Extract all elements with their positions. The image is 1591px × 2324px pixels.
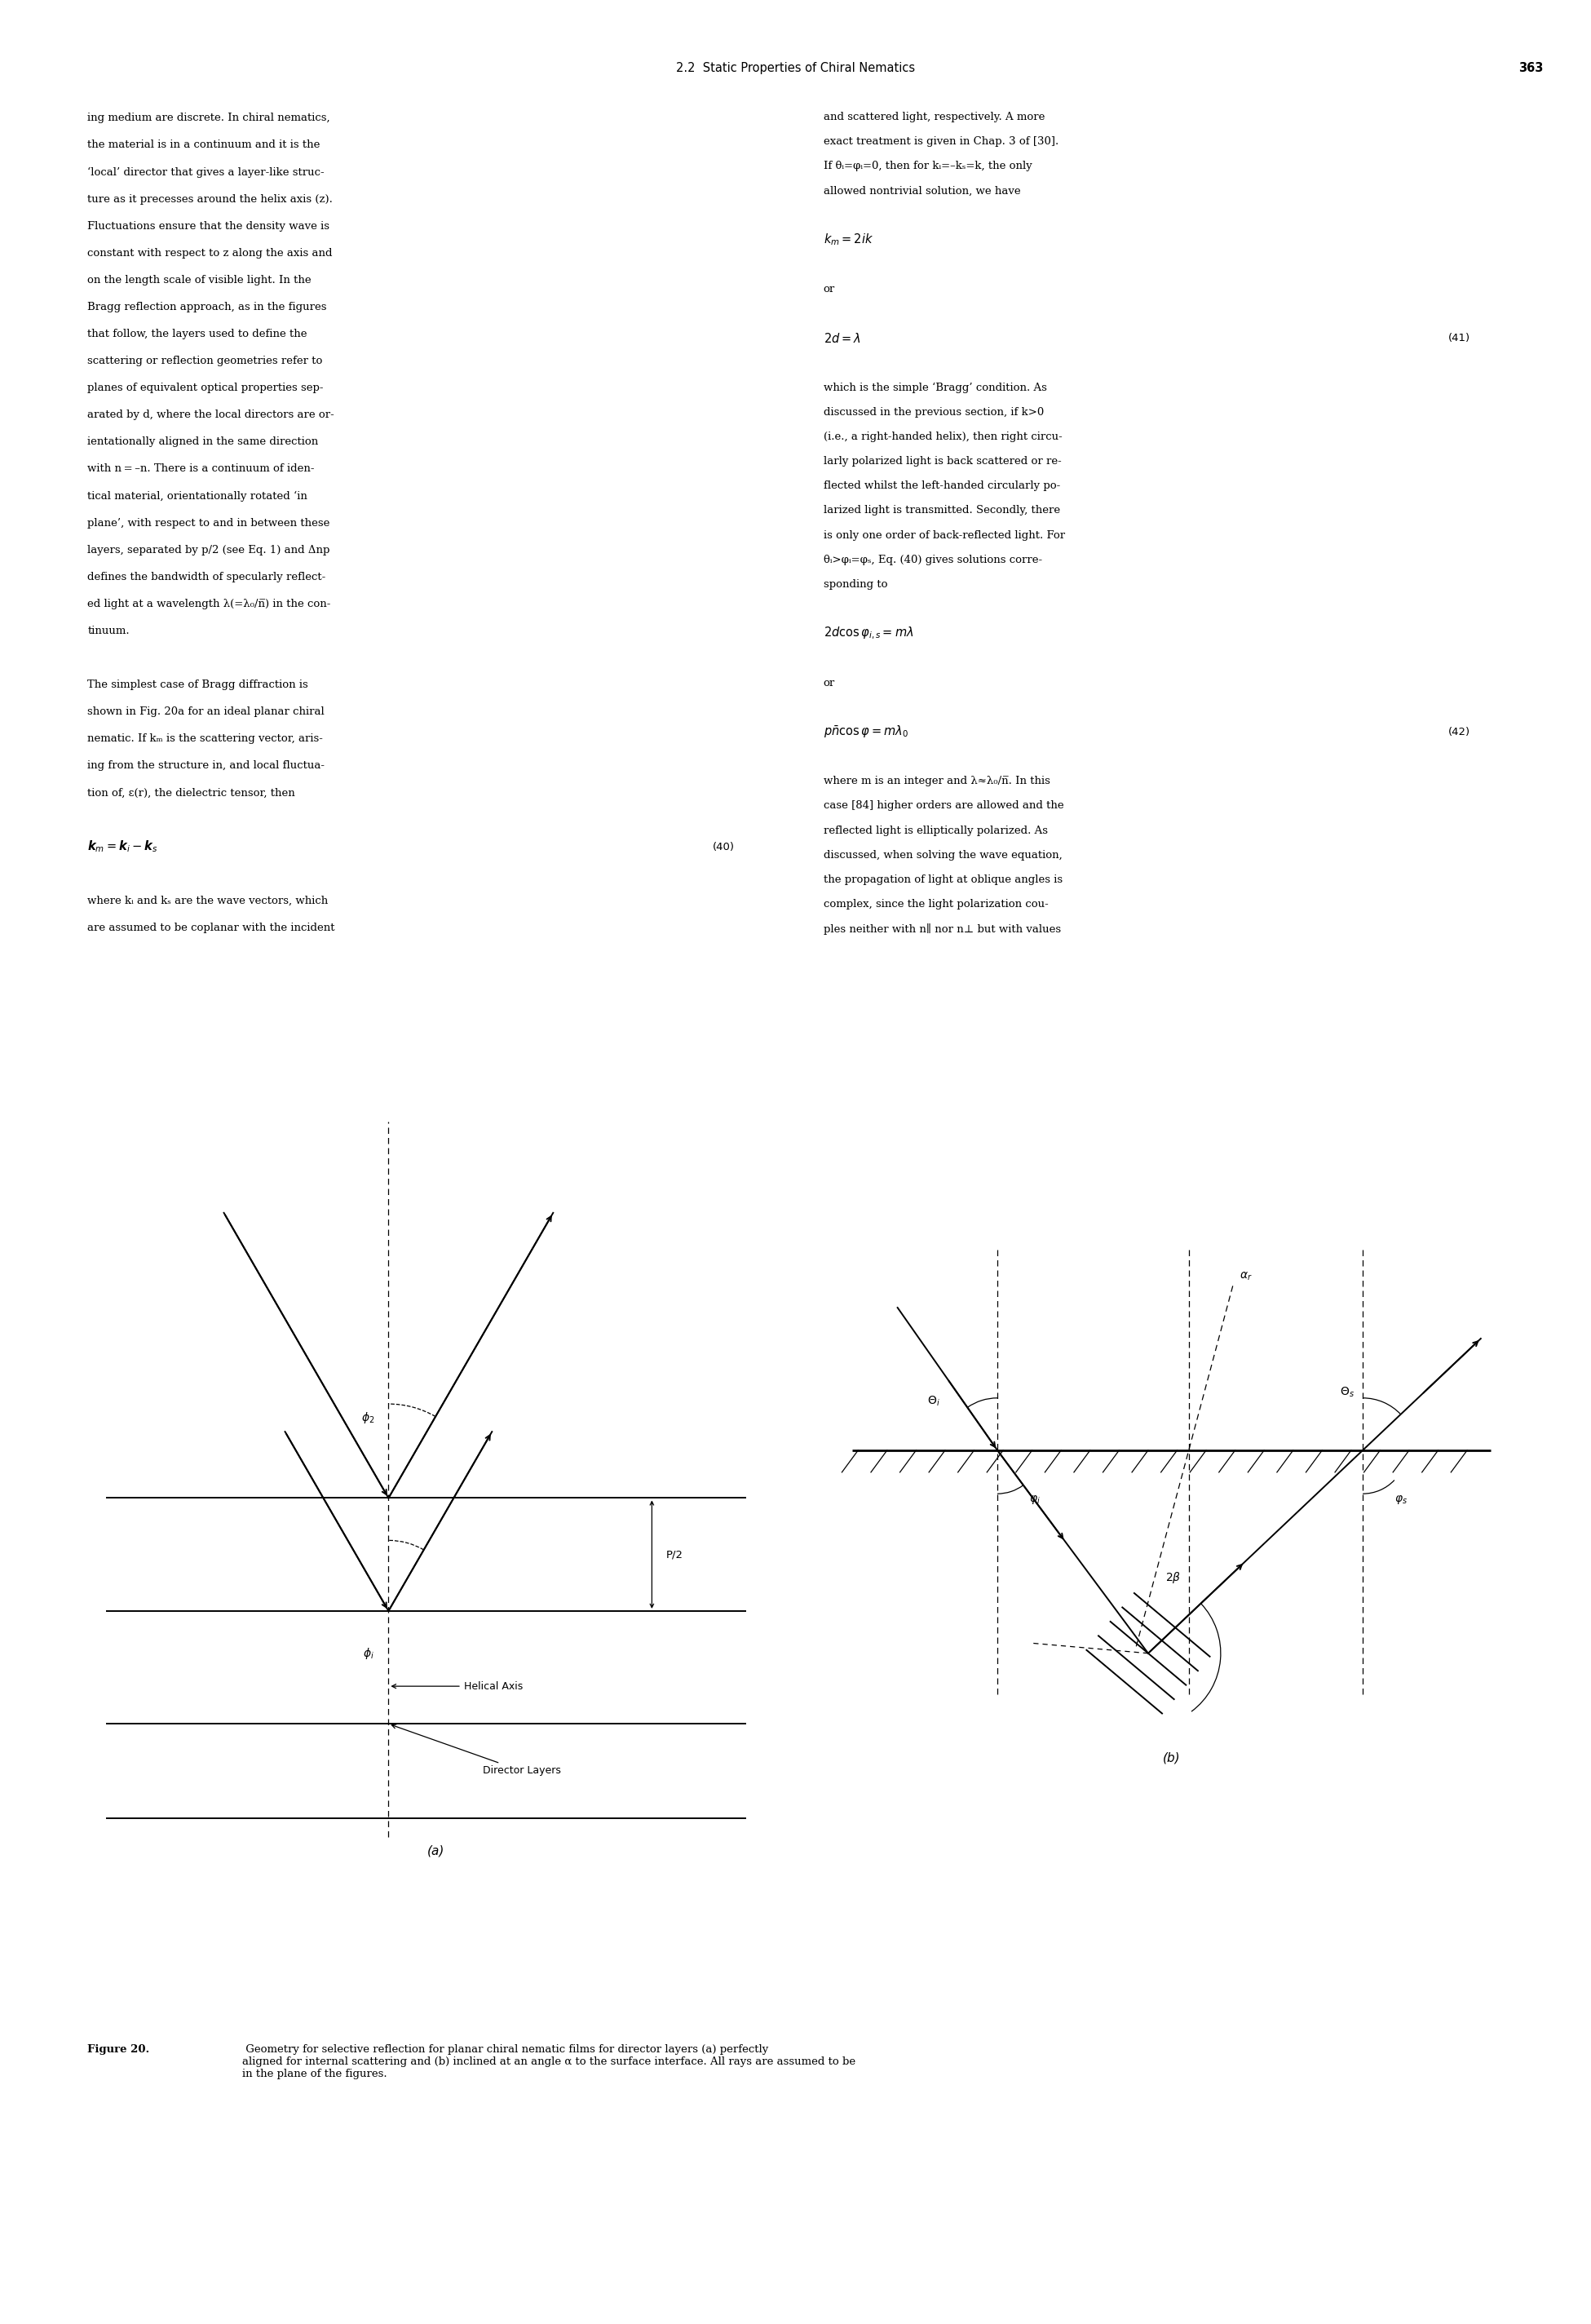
- Text: which is the simple ‘Bragg’ condition. As: which is the simple ‘Bragg’ condition. A…: [824, 381, 1047, 393]
- Text: tinuum.: tinuum.: [88, 625, 129, 637]
- Text: ples neither with n∥ nor n⊥ but with values: ples neither with n∥ nor n⊥ but with val…: [824, 923, 1061, 934]
- Text: $\varphi_i$: $\varphi_i$: [1029, 1494, 1041, 1506]
- Text: layers, separated by p/2 (see Eq. 1) and Δnp: layers, separated by p/2 (see Eq. 1) and…: [88, 544, 329, 555]
- Text: Director Layers: Director Layers: [391, 1724, 560, 1776]
- Text: Helical Axis: Helical Axis: [391, 1680, 523, 1692]
- Text: If θᵢ=φᵢ=0, then for kᵢ=–kₛ=k, the only: If θᵢ=φᵢ=0, then for kᵢ=–kₛ=k, the only: [824, 160, 1033, 172]
- Text: ture as it precesses around the helix axis (z).: ture as it precesses around the helix ax…: [88, 193, 333, 205]
- Text: Figure 20.: Figure 20.: [88, 2045, 150, 2054]
- Text: 363: 363: [1518, 63, 1543, 74]
- Text: tion of, ε(r), the dielectric tensor, then: tion of, ε(r), the dielectric tensor, th…: [88, 788, 296, 797]
- Text: Bragg reflection approach, as in the figures: Bragg reflection approach, as in the fig…: [88, 302, 326, 311]
- Text: that follow, the layers used to define the: that follow, the layers used to define t…: [88, 328, 307, 339]
- Text: (40): (40): [713, 841, 735, 853]
- Text: $2d\cos\varphi_{i,s} = m\lambda$: $2d\cos\varphi_{i,s} = m\lambda$: [824, 625, 913, 641]
- Text: sponding to: sponding to: [824, 579, 888, 590]
- Text: allowed nontrivial solution, we have: allowed nontrivial solution, we have: [824, 186, 1020, 195]
- Text: exact treatment is given in Chap. 3 of [30].: exact treatment is given in Chap. 3 of […: [824, 137, 1058, 146]
- Text: larly polarized light is back scattered or re-: larly polarized light is back scattered …: [824, 456, 1061, 467]
- Text: $p\bar{n}\cos\varphi = m\lambda_0$: $p\bar{n}\cos\varphi = m\lambda_0$: [824, 725, 908, 739]
- Text: and scattered light, respectively. A more: and scattered light, respectively. A mor…: [824, 112, 1045, 123]
- Text: is only one order of back-reflected light. For: is only one order of back-reflected ligh…: [824, 530, 1064, 541]
- Text: with n = –n. There is a continuum of iden-: with n = –n. There is a continuum of ide…: [88, 462, 315, 474]
- Text: ing medium are discrete. In chiral nematics,: ing medium are discrete. In chiral nemat…: [88, 114, 331, 123]
- Text: defines the bandwidth of specularly reflect-: defines the bandwidth of specularly refl…: [88, 572, 326, 583]
- Text: $\phi_i$: $\phi_i$: [363, 1645, 374, 1662]
- Text: tical material, orientationally rotated ‘in: tical material, orientationally rotated …: [88, 490, 307, 502]
- Text: the material is in a continuum and it is the: the material is in a continuum and it is…: [88, 139, 320, 151]
- Text: $k_m = 2ik$: $k_m = 2ik$: [824, 232, 873, 249]
- Text: Geometry for selective reflection for planar chiral nematic films for director l: Geometry for selective reflection for pl…: [242, 2045, 856, 2080]
- Text: $\alpha_r$: $\alpha_r$: [1239, 1271, 1252, 1283]
- Text: ed light at a wavelength λ(=λ₀/n̅) in the con-: ed light at a wavelength λ(=λ₀/n̅) in th…: [88, 600, 331, 609]
- Text: discussed, when solving the wave equation,: discussed, when solving the wave equatio…: [824, 851, 1063, 860]
- Text: shown in Fig. 20a for an ideal planar chiral: shown in Fig. 20a for an ideal planar ch…: [88, 706, 325, 718]
- Text: reflected light is elliptically polarized. As: reflected light is elliptically polarize…: [824, 825, 1047, 837]
- Text: $\Theta_i$: $\Theta_i$: [928, 1394, 940, 1408]
- Text: constant with respect to z along the axis and: constant with respect to z along the axi…: [88, 249, 333, 258]
- Text: discussed in the previous section, if k>0: discussed in the previous section, if k>…: [824, 407, 1044, 418]
- Text: or: or: [824, 284, 835, 295]
- Text: $\varphi_s$: $\varphi_s$: [1395, 1494, 1408, 1506]
- Text: θᵢ>φᵢ=φₛ, Eq. (40) gives solutions corre-: θᵢ>φᵢ=φₛ, Eq. (40) gives solutions corre…: [824, 555, 1042, 565]
- Text: flected whilst the left-handed circularly po-: flected whilst the left-handed circularl…: [824, 481, 1060, 490]
- Text: nematic. If kₘ is the scattering vector, aris-: nematic. If kₘ is the scattering vector,…: [88, 734, 323, 744]
- Text: scattering or reflection geometries refer to: scattering or reflection geometries refe…: [88, 356, 323, 367]
- Text: (42): (42): [1448, 727, 1470, 737]
- Text: The simplest case of Bragg diffraction is: The simplest case of Bragg diffraction i…: [88, 679, 309, 690]
- Text: arated by d, where the local directors are or-: arated by d, where the local directors a…: [88, 409, 334, 421]
- Text: where m is an integer and λ≈λ₀/n̅. In this: where m is an integer and λ≈λ₀/n̅. In th…: [824, 776, 1050, 786]
- Text: larized light is transmitted. Secondly, there: larized light is transmitted. Secondly, …: [824, 504, 1060, 516]
- Text: case [84] higher orders are allowed and the: case [84] higher orders are allowed and …: [824, 799, 1064, 811]
- Text: P/2: P/2: [667, 1550, 683, 1559]
- Text: 2.2  Static Properties of Chiral Nematics: 2.2 Static Properties of Chiral Nematics: [676, 63, 915, 74]
- Text: (i.e., a right-handed helix), then right circu-: (i.e., a right-handed helix), then right…: [824, 432, 1063, 442]
- Text: complex, since the light polarization cou-: complex, since the light polarization co…: [824, 899, 1048, 909]
- Text: ing from the structure in, and local fluctua-: ing from the structure in, and local flu…: [88, 760, 325, 772]
- Text: are assumed to be coplanar with the incident: are assumed to be coplanar with the inci…: [88, 923, 336, 932]
- Text: $2\beta$: $2\beta$: [1166, 1571, 1181, 1585]
- Text: $\phi_2$: $\phi_2$: [361, 1411, 374, 1425]
- Text: where kᵢ and kₛ are the wave vectors, which: where kᵢ and kₛ are the wave vectors, wh…: [88, 895, 328, 906]
- Text: $\Theta_s$: $\Theta_s$: [1340, 1385, 1354, 1399]
- Text: the propagation of light at oblique angles is: the propagation of light at oblique angl…: [824, 874, 1063, 885]
- Text: Fluctuations ensure that the density wave is: Fluctuations ensure that the density wav…: [88, 221, 329, 232]
- Text: (41): (41): [1448, 332, 1470, 344]
- Text: ientationally aligned in the same direction: ientationally aligned in the same direct…: [88, 437, 318, 446]
- Text: (b): (b): [1163, 1752, 1181, 1764]
- Text: planes of equivalent optical properties sep-: planes of equivalent optical properties …: [88, 383, 323, 393]
- Text: $\boldsymbol{k}_m = \boldsymbol{k}_i - \boldsymbol{k}_s$: $\boldsymbol{k}_m = \boldsymbol{k}_i - \…: [88, 839, 158, 855]
- Text: (a): (a): [426, 1845, 444, 1857]
- Text: plane’, with respect to and in between these: plane’, with respect to and in between t…: [88, 518, 329, 528]
- Text: or: or: [824, 679, 835, 688]
- Text: ‘local’ director that gives a layer-like struc-: ‘local’ director that gives a layer-like…: [88, 167, 325, 177]
- Text: on the length scale of visible light. In the: on the length scale of visible light. In…: [88, 274, 312, 286]
- Text: $2d = \lambda$: $2d = \lambda$: [824, 332, 861, 344]
